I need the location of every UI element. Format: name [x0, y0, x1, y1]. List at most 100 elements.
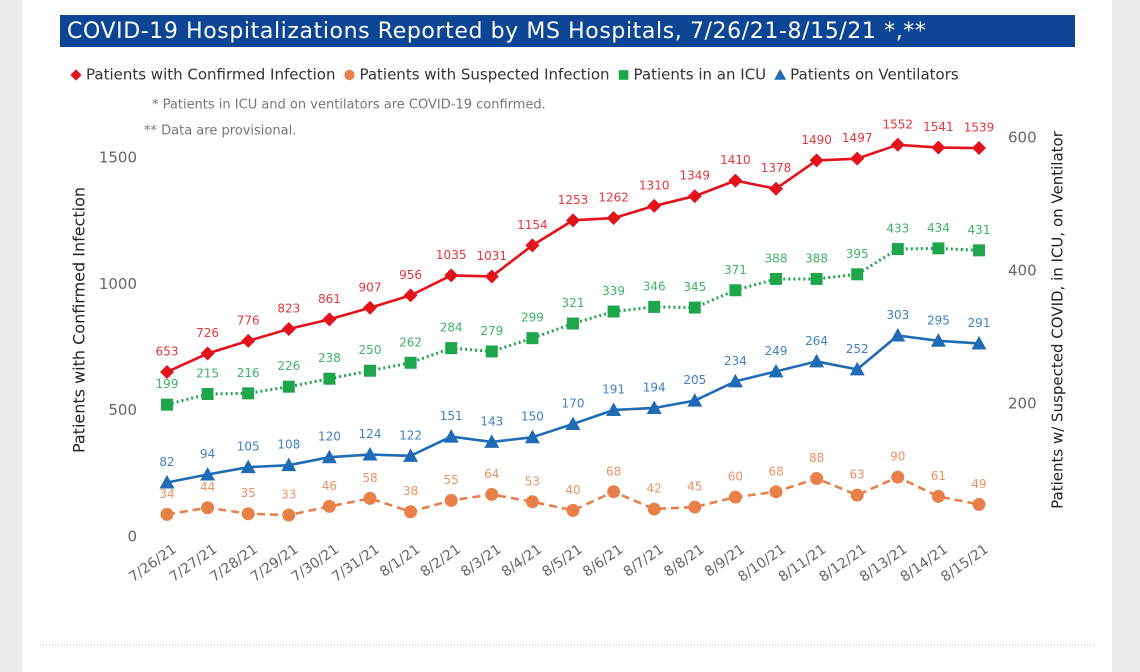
- data-point: [404, 356, 417, 369]
- data-label: 371: [724, 263, 747, 277]
- data-label: 151: [440, 409, 463, 423]
- data-point: [322, 499, 336, 513]
- data-label: 120: [318, 430, 341, 444]
- data-label: 861: [318, 292, 341, 306]
- data-label: 226: [277, 359, 300, 373]
- data-label: 234: [724, 354, 747, 368]
- data-point: [891, 243, 904, 256]
- data-point: [688, 500, 702, 514]
- data-point: [485, 345, 498, 358]
- data-point: [403, 448, 419, 462]
- data-label: 776: [237, 313, 260, 327]
- data-point: [322, 312, 337, 327]
- x-tick-label: 8/7/21: [621, 541, 667, 580]
- data-label: 1410: [720, 153, 751, 167]
- data-label: 1154: [517, 218, 548, 232]
- data-point: [972, 497, 986, 511]
- y2-tick-label: 600: [1008, 128, 1037, 146]
- data-label: 60: [728, 470, 743, 484]
- data-label: 58: [362, 471, 377, 485]
- data-point: [890, 327, 906, 342]
- data-label: 431: [968, 223, 991, 237]
- data-label: 249: [765, 344, 788, 358]
- legend-marker: [344, 69, 355, 81]
- data-label: 1497: [842, 131, 873, 145]
- data-label: 63: [850, 468, 865, 482]
- data-label: 1035: [436, 248, 467, 262]
- data-label: 388: [765, 251, 788, 265]
- legend-label: Patients with Suspected Infection: [359, 66, 609, 84]
- data-label: 194: [643, 380, 666, 394]
- legend-marker: [774, 69, 787, 80]
- data-label: 1349: [680, 169, 711, 183]
- x-tick-label: 8/8/21: [661, 541, 707, 580]
- data-point: [201, 388, 214, 401]
- data-label: 53: [525, 474, 540, 488]
- y2-tick-label: 200: [1008, 394, 1037, 412]
- x-tick-label: 8/5/21: [539, 541, 585, 580]
- data-label: 191: [602, 382, 625, 396]
- data-point: [241, 333, 256, 348]
- data-label: 291: [968, 316, 991, 330]
- data-label: 215: [196, 367, 219, 381]
- data-point: [404, 505, 418, 519]
- data-label: 279: [480, 324, 503, 338]
- data-label: 40: [565, 483, 580, 497]
- data-point: [161, 398, 173, 411]
- data-point: [972, 141, 986, 156]
- data-label: 46: [322, 479, 337, 493]
- data-point: [160, 507, 174, 521]
- legend-label: Patients in an ICU: [634, 66, 767, 84]
- x-tick-label: 8/1/21: [377, 541, 423, 580]
- y-tick-label: 500: [108, 401, 137, 419]
- data-label: 90: [890, 450, 905, 464]
- annotation: * Patients in ICU and on ventilators are…: [152, 98, 546, 113]
- data-point: [729, 284, 742, 297]
- legend-label: Patients with Confirmed Infection: [86, 66, 335, 84]
- data-point: [931, 140, 946, 155]
- data-label: 434: [927, 221, 950, 235]
- data-point: [566, 503, 580, 517]
- y-axis-title: Patients with Confirmed Infection: [70, 187, 89, 453]
- data-label: 45: [687, 480, 702, 494]
- data-point: [282, 380, 295, 393]
- data-label: 216: [237, 366, 260, 380]
- data-label: 238: [318, 351, 341, 365]
- data-point: [321, 449, 337, 464]
- data-label: 68: [606, 464, 621, 478]
- data-point: [200, 346, 215, 361]
- data-point: [687, 393, 703, 407]
- data-point: [687, 189, 702, 204]
- data-label: 264: [805, 334, 828, 348]
- data-point: [525, 495, 539, 509]
- series-line: [166, 475, 980, 517]
- data-point: [851, 268, 864, 281]
- data-point: [930, 333, 946, 347]
- title-banner: [60, 15, 1075, 47]
- data-point: [363, 300, 377, 315]
- data-label: 907: [359, 280, 382, 294]
- data-point: [607, 305, 620, 318]
- data-point: [444, 493, 458, 507]
- data-label: 42: [647, 482, 662, 496]
- data-label: 346: [643, 279, 666, 293]
- data-label: 1310: [639, 178, 670, 192]
- data-label: 122: [399, 428, 422, 442]
- data-label: 345: [683, 280, 706, 294]
- data-label: 252: [846, 342, 869, 356]
- data-label: 1253: [558, 193, 589, 207]
- data-point: [809, 153, 824, 168]
- data-point: [240, 459, 256, 474]
- data-point: [647, 198, 662, 213]
- data-label: 653: [156, 344, 179, 358]
- y2-axis-title: Patients w/ Suspected COVID, in ICU, on …: [1049, 130, 1067, 509]
- data-label: 143: [480, 414, 503, 428]
- data-label: 1552: [883, 117, 914, 131]
- x-tick-label: 8/6/21: [580, 541, 626, 580]
- data-point: [768, 363, 784, 378]
- data-label: 1262: [598, 191, 629, 205]
- right-strip: [1112, 0, 1140, 672]
- y-tick-label: 1500: [99, 148, 137, 166]
- data-label: 205: [683, 373, 706, 387]
